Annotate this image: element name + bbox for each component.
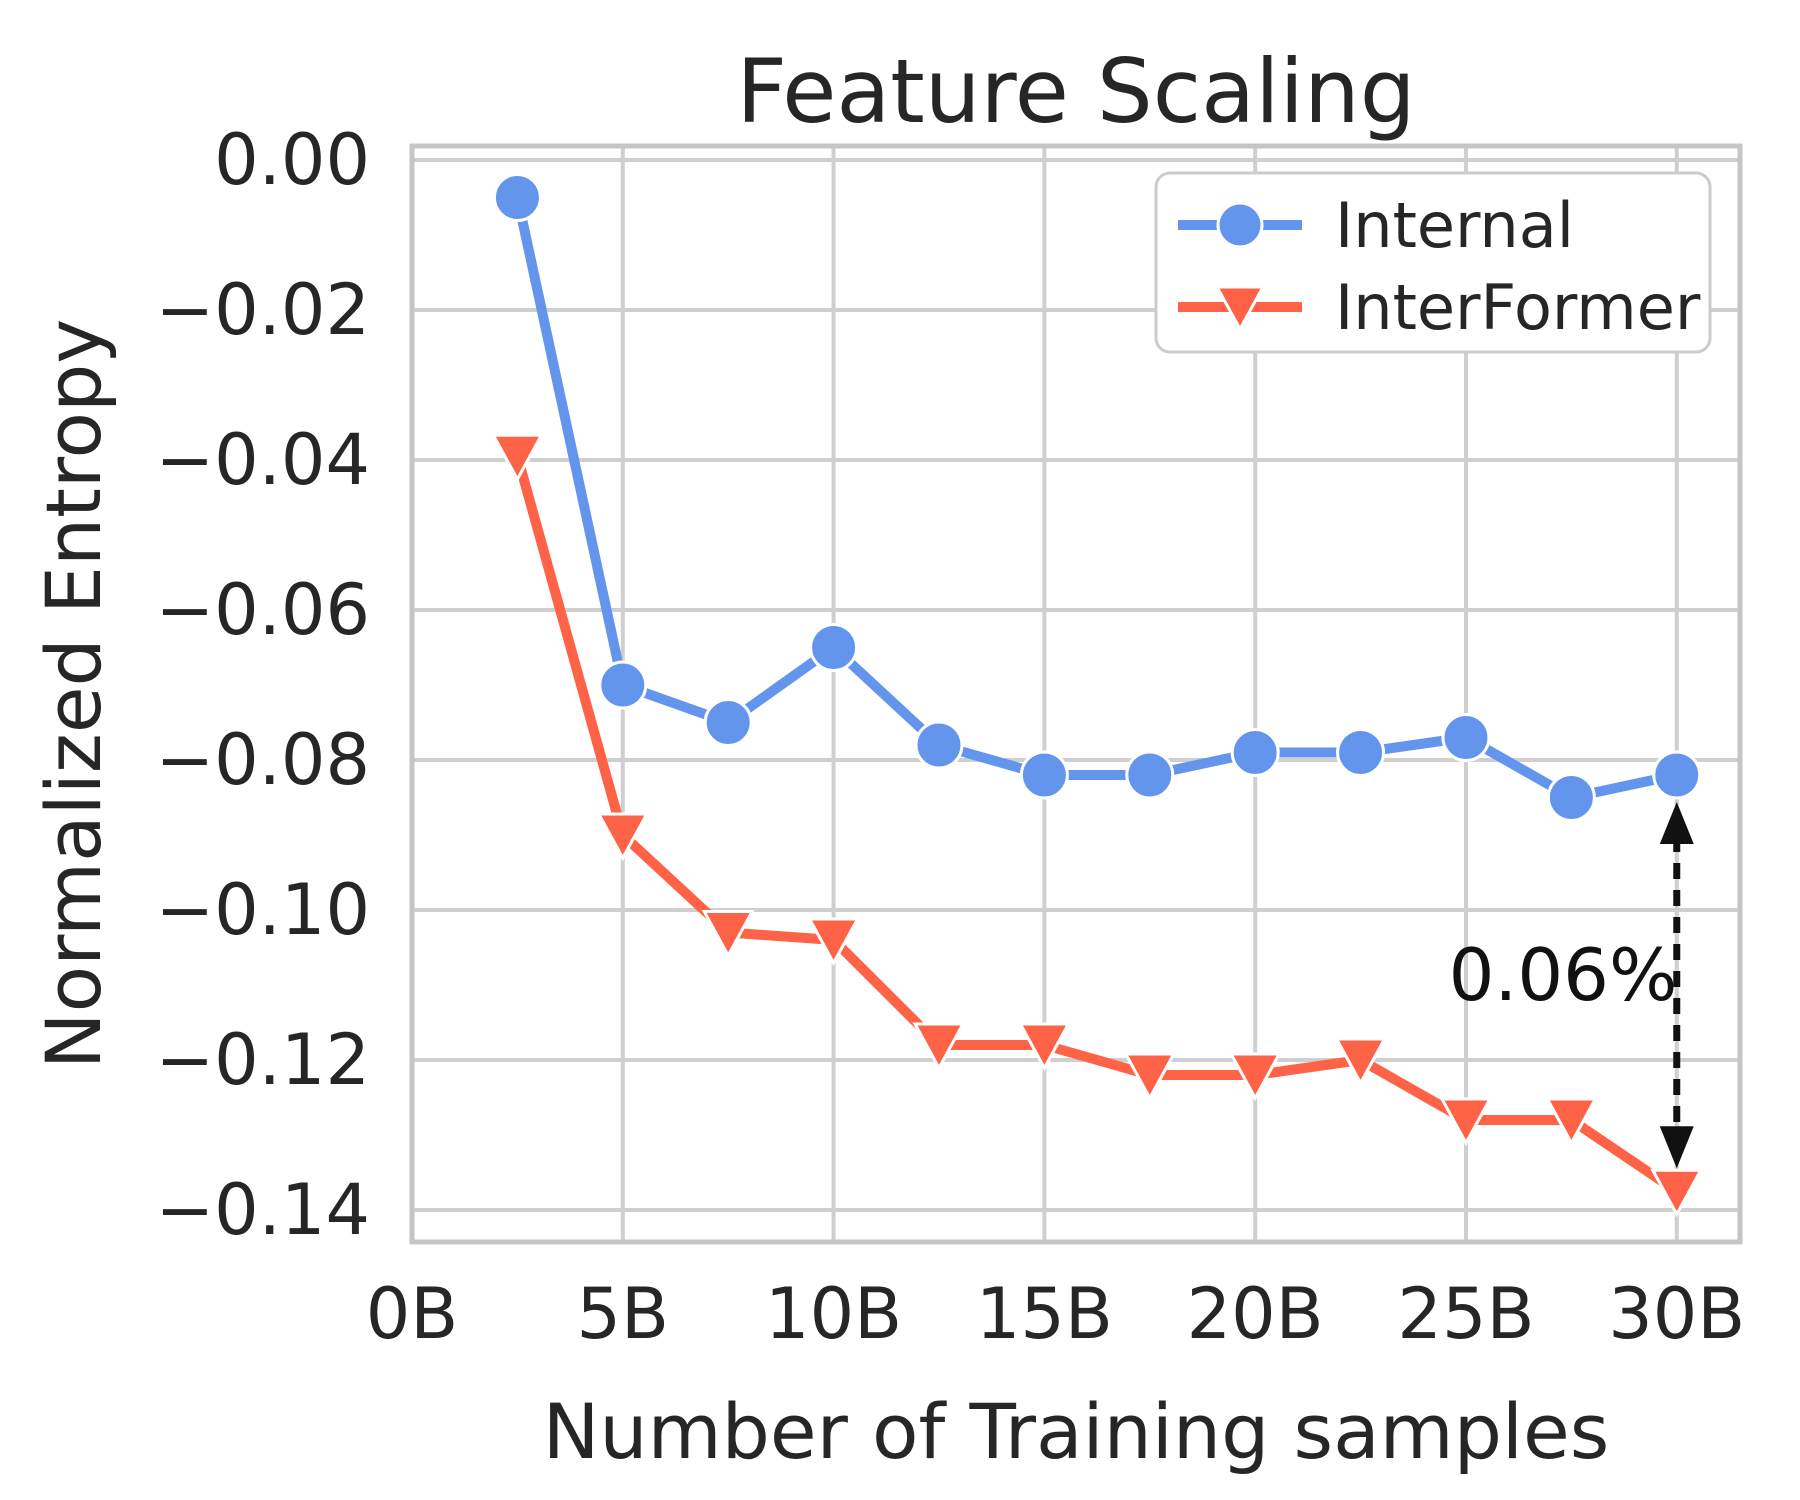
y-axis-label: Normalized Entropy <box>29 319 118 1069</box>
x-tick-label-10B: 10B <box>765 1273 902 1355</box>
marker-Internal-2 <box>703 698 753 747</box>
legend-marker-triangle-down <box>1214 285 1266 333</box>
series-layer <box>490 173 1704 1218</box>
y-tick-label-−0.06: −0.06 <box>155 569 370 651</box>
y-tick-label-−0.02: −0.02 <box>155 269 370 351</box>
x-tick-label-0B: 0B <box>366 1273 459 1355</box>
marker-Internal-11 <box>1652 750 1702 800</box>
tick-labels: 0.00 −0.02 −0.04 −0.06 −0.08 −0.10 −0.12 −0.14 0… <box>155 119 1745 1355</box>
x-axis-label: Number of Training samples <box>543 1387 1610 1476</box>
marker-InterFormer-7 <box>1228 1052 1282 1102</box>
marker-Internal-1 <box>598 660 648 710</box>
marker-Internal-7 <box>1230 728 1280 777</box>
gap-annotation: 0.06% <box>1449 802 1694 1169</box>
marker-InterFormer-5 <box>1017 1022 1071 1072</box>
marker-Internal-4 <box>914 720 964 770</box>
legend: Internal InterFormer <box>1154 171 1712 354</box>
marker-InterFormer-8 <box>1334 1037 1388 1087</box>
legend-marker-circle <box>1216 201 1264 249</box>
marker-InterFormer-4 <box>912 1022 966 1072</box>
y-tick-label-0.00: 0.00 <box>214 119 370 201</box>
marker-InterFormer-11 <box>1650 1168 1704 1218</box>
y-tick-label-−0.12: −0.12 <box>155 1019 370 1101</box>
marker-Internal-3 <box>809 623 859 672</box>
gap-arrow-head-top <box>1659 802 1694 844</box>
chart-title: Feature Scaling <box>736 40 1415 143</box>
plot-spines <box>409 143 1743 1245</box>
series-line-InterFormer <box>512 454 1680 1196</box>
x-tick-label-5B: 5B <box>577 1273 670 1355</box>
marker-InterFormer-3 <box>807 917 861 967</box>
marker-InterFormer-2 <box>701 910 755 959</box>
y-tick-label-−0.10: −0.10 <box>155 869 370 951</box>
marker-Internal-8 <box>1336 728 1386 777</box>
x-tick-label-30B: 30B <box>1608 1273 1745 1355</box>
legend-label-Internal: Internal <box>1335 189 1574 262</box>
y-tick-label-−0.08: −0.08 <box>155 719 370 801</box>
marker-InterFormer-10 <box>1544 1097 1598 1147</box>
marker-InterFormer-9 <box>1439 1097 1493 1147</box>
x-tick-label-15B: 15B <box>976 1273 1113 1355</box>
marker-InterFormer-6 <box>1123 1052 1177 1102</box>
gap-arrow-head-bottom <box>1659 1126 1694 1169</box>
marker-Internal-5 <box>1019 750 1069 800</box>
plot-border <box>409 143 1743 1245</box>
marker-Internal-6 <box>1125 750 1175 800</box>
marker-Internal-10 <box>1546 773 1596 822</box>
x-tick-label-25B: 25B <box>1397 1273 1534 1355</box>
marker-InterFormer-0 <box>490 433 544 483</box>
marker-Internal-9 <box>1441 713 1491 762</box>
marker-Internal-0 <box>492 173 542 222</box>
y-tick-label-−0.04: −0.04 <box>155 419 370 501</box>
marker-InterFormer-1 <box>596 812 650 862</box>
x-tick-label-20B: 20B <box>1187 1273 1324 1355</box>
y-tick-label-−0.14: −0.14 <box>155 1169 370 1251</box>
annotation-gap-label: 0.06% <box>1449 933 1678 1017</box>
legend-label-InterFormer: InterFormer <box>1335 271 1701 344</box>
